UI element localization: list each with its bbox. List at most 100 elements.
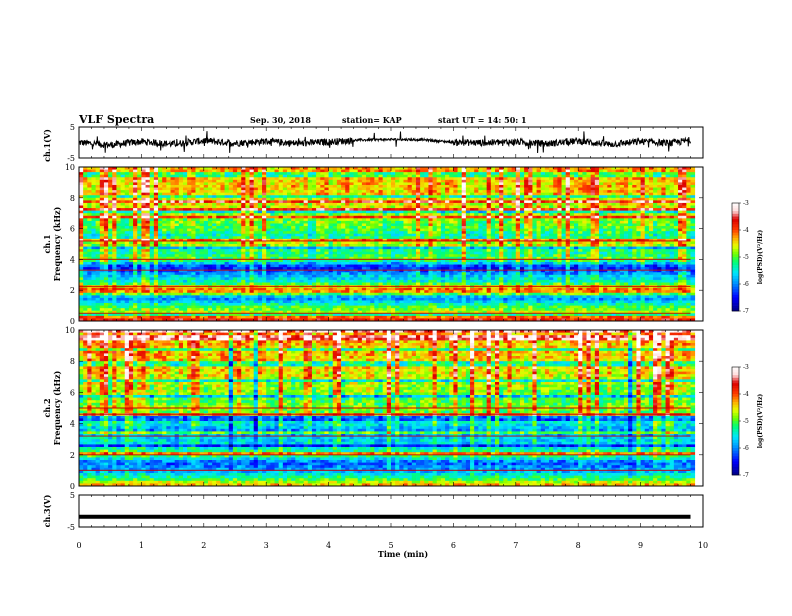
spectrogram-cell — [112, 254, 117, 257]
spectrogram-cell — [379, 198, 384, 201]
spectrogram-cell — [403, 218, 408, 221]
spectrogram-cell — [125, 185, 130, 188]
spectrogram-cell — [316, 177, 321, 180]
spectrogram-cell — [133, 185, 138, 188]
spectrogram-cell — [395, 275, 400, 278]
spectrogram-cell — [391, 316, 396, 319]
spectrogram-cell — [379, 177, 384, 180]
spectrogram-cell — [108, 211, 113, 214]
spectrogram-cell — [312, 303, 317, 306]
spectrogram-cell — [158, 254, 163, 257]
spectrogram-cell — [225, 316, 230, 319]
spectrogram-cell — [279, 254, 284, 257]
spectrogram-cell — [100, 295, 105, 298]
spectrogram-cell — [333, 208, 338, 211]
spectrogram-cell — [337, 247, 342, 250]
spectrogram-cell — [195, 241, 200, 244]
spectrogram-cell — [316, 206, 321, 209]
spectrogram-cell — [171, 295, 176, 298]
spectrogram-cell — [104, 213, 109, 216]
spectrogram-cell — [245, 206, 250, 209]
spectrogram-cell — [362, 170, 367, 173]
spectrogram-cell — [258, 288, 263, 291]
spectrogram-cell — [295, 308, 300, 311]
spectrogram-cell — [191, 177, 196, 180]
spectrogram-cell — [237, 182, 242, 185]
spectrogram-cell — [79, 277, 84, 280]
spectrogram-cell — [258, 265, 263, 268]
spectrogram-cell — [337, 177, 342, 180]
spectrogram-cell — [216, 208, 221, 211]
spectrogram-cell — [112, 298, 117, 301]
spectrogram-cell — [104, 177, 109, 180]
spectrogram-cell — [412, 175, 417, 178]
spectrogram-cell — [245, 213, 250, 216]
spectrogram-cell — [374, 252, 379, 255]
spectrogram-cell — [79, 223, 84, 226]
spectrogram-cell — [91, 218, 96, 221]
spectrogram-cell — [158, 234, 163, 237]
spectrogram-cell — [399, 188, 404, 191]
spectrogram-cell — [341, 283, 346, 286]
spectrogram-cell — [354, 211, 359, 214]
spectrogram-cell — [87, 234, 92, 237]
spectrogram-cell — [229, 262, 234, 265]
spectrogram-cell — [108, 283, 113, 286]
spectrogram-cell — [258, 244, 263, 247]
spectrogram-cell — [316, 244, 321, 247]
spectrogram-cell — [387, 223, 392, 226]
spectrogram-cell — [166, 298, 171, 301]
spectrogram-cell — [237, 229, 242, 232]
spectrogram-cell — [146, 306, 151, 309]
spectrogram-cell — [299, 303, 304, 306]
spectrogram-cell — [204, 234, 209, 237]
spectrogram-cell — [329, 177, 334, 180]
spectrogram-cell — [362, 182, 367, 185]
spectrogram-cell — [141, 182, 146, 185]
spectrogram-cell — [150, 283, 155, 286]
spectrogram-cell — [266, 213, 271, 216]
spectrogram-cell — [200, 198, 205, 201]
spectrogram-cell — [137, 295, 142, 298]
spectrogram-cell — [183, 221, 188, 224]
spectrogram-cell — [403, 252, 408, 255]
spectrogram-cell — [241, 249, 246, 252]
spectrogram-cell — [283, 213, 288, 216]
spectrogram-cell — [283, 216, 288, 219]
spectrogram-cell — [308, 208, 313, 211]
spectrogram-cell — [304, 188, 309, 191]
spectrogram-cell — [354, 298, 359, 301]
spectrogram-cell — [270, 252, 275, 255]
spectrogram-cell — [183, 252, 188, 255]
spectrogram-cell — [283, 272, 288, 275]
spectrogram-cell — [320, 277, 325, 280]
spectrogram-cell — [337, 218, 342, 221]
spectrogram-cell — [208, 288, 213, 291]
spectrogram-cell — [416, 206, 421, 209]
spectrogram-cell — [146, 241, 151, 244]
spectrogram-cell — [241, 306, 246, 309]
spectrogram-cell — [141, 211, 146, 214]
spectrogram-cell — [241, 290, 246, 293]
spectrogram-cell — [291, 185, 296, 188]
spectrogram-cell — [141, 249, 146, 252]
spectrogram-cell — [204, 241, 209, 244]
spectrogram-cell — [387, 177, 392, 180]
spectrogram-cell — [133, 275, 138, 278]
spectrogram-cell — [112, 206, 117, 209]
spectrogram-cell — [195, 211, 200, 214]
spectrogram-cell — [200, 265, 205, 268]
spectrogram-cell — [91, 300, 96, 303]
spectrogram-cell — [245, 188, 250, 191]
spectrogram-cell — [287, 206, 292, 209]
spectrogram-cell — [250, 262, 255, 265]
spectrogram-cell — [195, 172, 200, 175]
spectrogram-cell — [116, 221, 121, 224]
spectrogram-cell — [100, 277, 105, 280]
spectrogram-cell — [187, 229, 192, 232]
spectrogram-cell — [391, 229, 396, 232]
spectrogram-cell — [179, 290, 184, 293]
spectrogram-cell — [245, 234, 250, 237]
spectrogram-cell — [412, 223, 417, 226]
spectrogram-cell — [216, 262, 221, 265]
